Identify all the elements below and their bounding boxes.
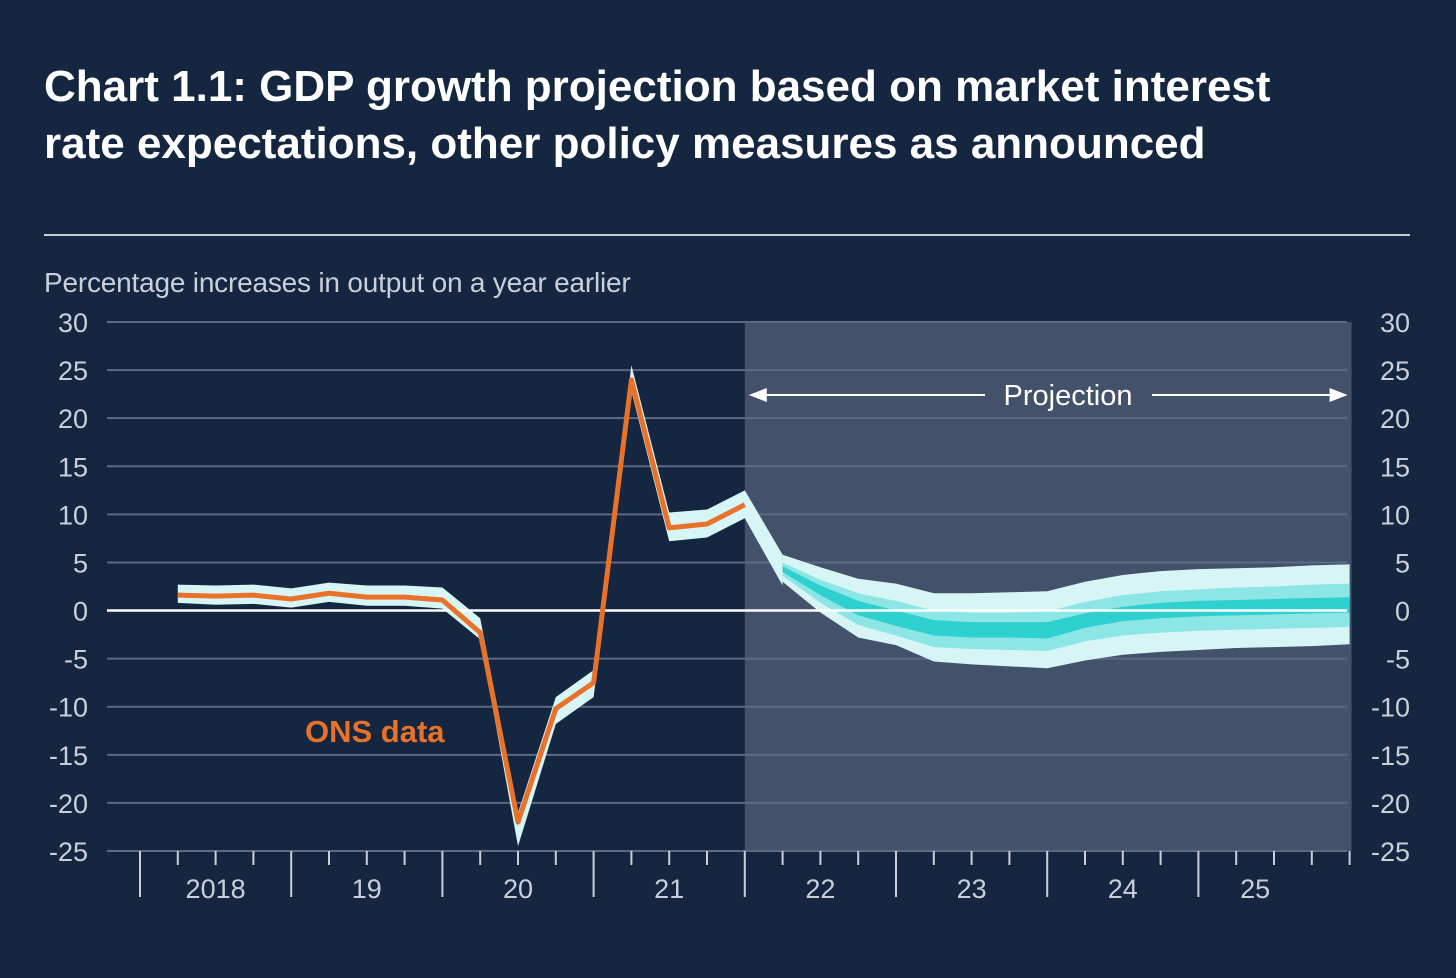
y-tick-label-left: 15 — [58, 452, 88, 482]
projection-arrow-right-head — [1329, 388, 1348, 402]
x-tick-label: 25 — [1240, 874, 1270, 904]
x-tick-label: 21 — [654, 874, 684, 904]
y-tick-label-right: -15 — [1371, 741, 1410, 771]
series-lines — [177, 377, 746, 825]
projection-arrow-left-head — [748, 388, 767, 402]
y-tick-label-left: -20 — [49, 789, 88, 819]
x-axis: 2018 19 20 21 22 23 24 25 — [139, 851, 1351, 904]
ons-data-line — [177, 377, 746, 825]
y-tick-label-left: -15 — [49, 741, 88, 771]
y-tick-label-left: 25 — [58, 356, 88, 386]
backcast-band — [177, 365, 783, 847]
x-tick-label: 19 — [352, 874, 382, 904]
fan-inner-band — [782, 566, 1350, 639]
ons-data-label: ONS data — [305, 714, 445, 749]
y-tick-label-right: 30 — [1380, 308, 1410, 338]
y-axis-ticks: 30 30 25 25 20 20 15 15 10 10 5 5 0 0 -5 -5 -10 -10 -15 -15… — [49, 308, 1410, 867]
y-tick-label-left: 5 — [73, 548, 88, 578]
x-tick-label: 24 — [1108, 874, 1138, 904]
y-axis-label: Percentage increases in output on a year… — [44, 267, 631, 298]
grid-lines — [107, 321, 1347, 852]
projection-label: Projection — [1004, 380, 1133, 412]
y-tick-label-right: 20 — [1380, 404, 1410, 434]
y-tick-label-left: 30 — [58, 308, 88, 338]
x-tick-label: 2018 — [186, 874, 246, 904]
y-tick-label-right: -25 — [1371, 837, 1410, 867]
chart-title-line-1: Chart 1.1: GDP growth projection based o… — [44, 62, 1271, 111]
annotations: ONS data Projection — [305, 380, 1348, 749]
y-tick-label-right: -5 — [1386, 645, 1410, 675]
y-tick-label-right: -20 — [1371, 789, 1410, 819]
y-tick-label-right: 25 — [1380, 356, 1410, 386]
chart-title: Chart 1.1: GDP growth projection based o… — [44, 58, 1424, 172]
y-tick-label-left: 20 — [58, 404, 88, 434]
y-tick-label-right: 0 — [1395, 597, 1410, 627]
x-tick-label: 22 — [805, 874, 835, 904]
y-tick-label-left: -25 — [49, 837, 88, 867]
chart-title-line-2: rate expectations, other policy measures… — [44, 119, 1206, 168]
y-tick-label-left: 0 — [73, 597, 88, 627]
y-tick-label-left: 10 — [58, 500, 88, 530]
y-tick-label-right: 10 — [1380, 500, 1410, 530]
y-tick-label-left: -10 — [49, 693, 88, 723]
title-divider — [44, 234, 1410, 236]
y-tick-label-right: 5 — [1395, 548, 1410, 578]
y-tick-label-right: 15 — [1380, 452, 1410, 482]
y-tick-label-right: -10 — [1371, 693, 1410, 723]
x-tick-label: 20 — [503, 874, 533, 904]
x-tick-label: 23 — [957, 874, 987, 904]
y-tick-label-left: -5 — [64, 645, 88, 675]
